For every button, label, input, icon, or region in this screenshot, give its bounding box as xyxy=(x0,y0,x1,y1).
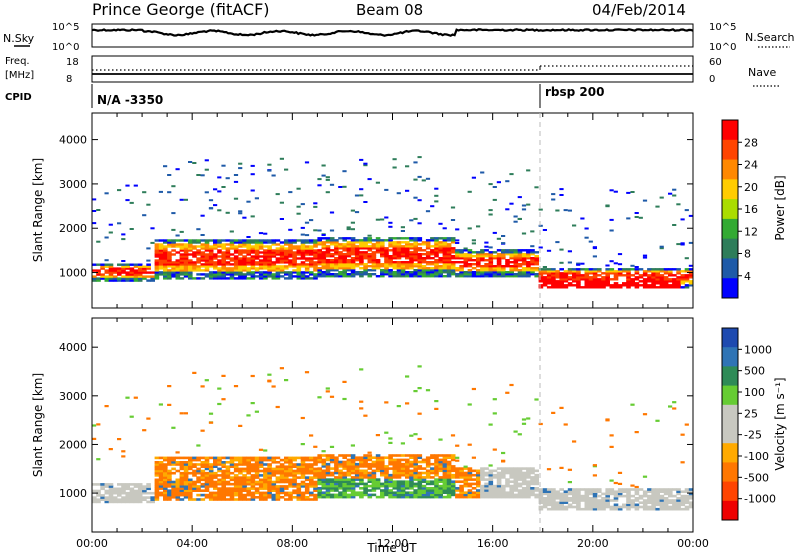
colorbar-tick-label: -100 xyxy=(744,450,769,463)
nave-tick-top: 60 xyxy=(709,57,722,68)
freq-label-bottom: [MHz] xyxy=(5,70,34,81)
nsearch-label: N.Search xyxy=(745,31,795,44)
xtick-label: 00:00 xyxy=(677,537,709,550)
colorbar-swatch xyxy=(722,481,738,502)
xtick-label: 08:00 xyxy=(276,537,308,550)
colorbar-swatch xyxy=(722,179,738,200)
freq-panel: Freq. [MHz] 18 8 60 0 Nave xyxy=(5,55,781,87)
colorbar-swatch xyxy=(722,443,738,463)
colorbar-swatch xyxy=(722,199,738,220)
colorbar-swatch xyxy=(722,328,738,348)
nsky-line xyxy=(91,28,694,37)
colorbar-tick-label: -1000 xyxy=(744,493,776,506)
cpid-panel: CPID N/A -3350 rbsp 200 xyxy=(5,84,604,108)
ytick-label: 2000 xyxy=(59,222,87,235)
colorbar-tick-label: 28 xyxy=(744,136,758,149)
colorbar-tick-label: -25 xyxy=(744,429,762,442)
date-title: 04/Feb/2014 xyxy=(592,1,686,19)
colorbar-tick-label: 8 xyxy=(744,248,751,261)
power-panel: 1000 2000 3000 4000 Slant Range [km] 28 24 20… xyxy=(31,112,787,309)
colorbar-tick-label: 25 xyxy=(744,407,758,420)
freq-tick-top: 18 xyxy=(66,57,79,68)
velocity-scatter xyxy=(92,365,694,511)
nave-tick-bottom: 0 xyxy=(709,74,715,85)
xtick-label: 04:00 xyxy=(176,537,208,550)
xtick-label: 16:00 xyxy=(477,537,509,550)
ytick-label: 4000 xyxy=(59,341,87,354)
freq-tick-bottom: 8 xyxy=(66,74,72,85)
colorbar-swatch xyxy=(722,218,738,240)
colorbar-tick-label: 4 xyxy=(744,270,751,283)
power-scatter xyxy=(92,156,694,289)
colorbar-tick-label: 20 xyxy=(744,181,758,194)
cpid-program-0: N/A -3350 xyxy=(97,93,163,107)
velocity-ylabel: Slant Range [km] xyxy=(31,373,45,477)
ytick-label: 4000 xyxy=(59,134,87,147)
colorbar-swatch xyxy=(722,238,738,259)
colorbar-tick-label: 16 xyxy=(744,203,758,216)
nsky-tick-bottom: 10^0 xyxy=(52,42,79,53)
colorbar-tick-label: 500 xyxy=(744,365,765,378)
ytick-label: 1000 xyxy=(59,267,87,280)
nsearch-tick-bottom: 10^0 xyxy=(709,42,736,53)
colorbar-swatch xyxy=(722,404,738,425)
nsky-panel: N.Sky 10^5 10^0 10^5 10^0 N.Search xyxy=(3,22,795,53)
xtick-label: 00:00 xyxy=(76,537,108,550)
ytick-label: 3000 xyxy=(59,390,87,403)
colorbar-tick-label: -500 xyxy=(744,471,769,484)
colorbar-swatch xyxy=(722,462,738,483)
nave-label: Nave xyxy=(748,66,776,79)
nsky-tick-top: 10^5 xyxy=(52,22,79,33)
colorbar-swatch xyxy=(722,159,738,180)
beam-title: Beam 08 xyxy=(356,1,423,19)
velocity-cbar-label: Velocity [m s⁻¹] xyxy=(773,377,787,470)
colorbar-swatch xyxy=(722,424,738,444)
colorbar-tick-label: 1000 xyxy=(744,343,772,356)
velocity-panel: 1000 2000 3000 4000 00:00 04:00 08:00 12:00 16:… xyxy=(31,317,787,554)
nsky-label: N.Sky xyxy=(3,32,35,45)
colorbar-swatch xyxy=(722,258,738,279)
cpid-label: CPID xyxy=(5,92,32,103)
ytick-label: 3000 xyxy=(59,178,87,191)
colorbar-swatch xyxy=(722,139,738,161)
time-xlabel: Time UT xyxy=(366,541,417,554)
colorbar-swatch xyxy=(722,385,738,406)
nsearch-tick-top: 10^5 xyxy=(709,22,736,33)
power-cbar-label: Power [dB] xyxy=(773,175,787,240)
cpid-program-1: rbsp 200 xyxy=(545,85,604,99)
colorbar-swatch xyxy=(722,500,738,521)
freq-label-top: Freq. xyxy=(5,56,30,67)
colorbar-tick-label: 24 xyxy=(744,159,758,172)
colorbar-swatch xyxy=(722,347,738,367)
colorbar-swatch xyxy=(722,278,738,299)
colorbar-tick-label: 100 xyxy=(744,386,765,399)
station-title: Prince George (fitACF) xyxy=(92,0,270,19)
colorbar-swatch xyxy=(722,366,738,387)
colorbar-tick-label: 12 xyxy=(744,225,758,238)
xtick-label: 20:00 xyxy=(577,537,609,550)
power-ylabel: Slant Range [km] xyxy=(31,158,45,262)
ytick-label: 2000 xyxy=(59,438,87,451)
ytick-label: 1000 xyxy=(59,487,87,500)
xtick-label: 12:00 xyxy=(377,537,409,550)
colorbar-swatch xyxy=(722,120,738,141)
